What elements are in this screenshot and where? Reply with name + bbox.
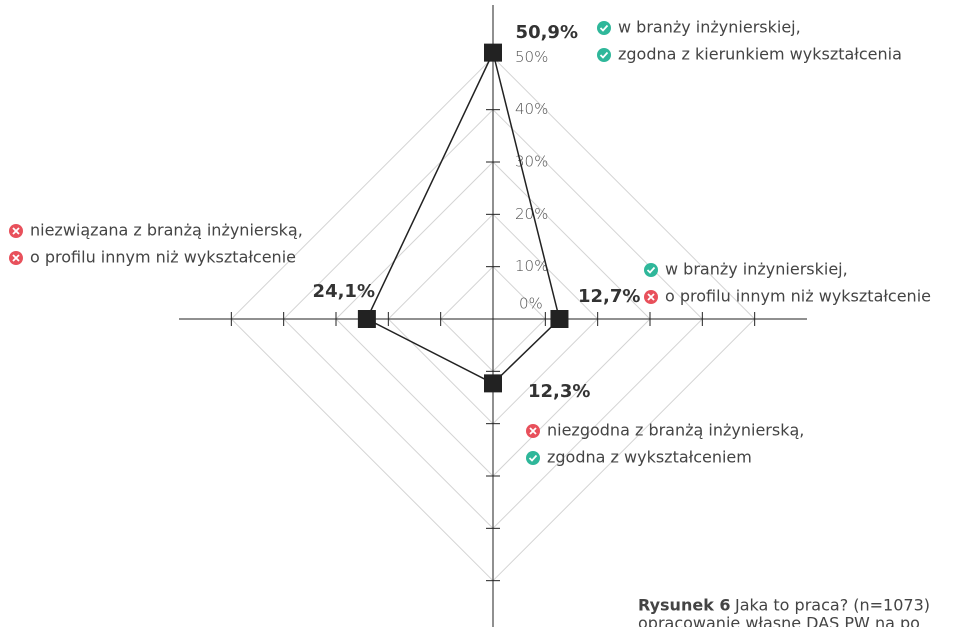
- caption-text: Jaka to praca? (n=1073): [734, 596, 930, 615]
- check-icon: [597, 21, 611, 35]
- check-glyph: [528, 454, 538, 462]
- cross-glyph: [529, 427, 537, 435]
- check-icon: [644, 263, 658, 277]
- annotation: niezgodna z branżą inżynierską,: [547, 421, 804, 440]
- check-glyph: [646, 266, 656, 274]
- caption-source: opracowanie własne DAS PW na po: [638, 614, 920, 627]
- check-icon: [597, 48, 611, 62]
- annotation: w branży inżynierskiej,: [665, 260, 848, 279]
- y-tick-label: 30%: [515, 153, 548, 171]
- value-label: 50,9%: [516, 22, 578, 43]
- annotation: w branży inżynierskiej,: [618, 18, 801, 37]
- y-tick-label: 50%: [515, 48, 548, 66]
- y-tick-label: 10%: [515, 257, 548, 275]
- marker: [357, 310, 376, 328]
- value-label: 24,1%: [313, 281, 375, 302]
- marker: [484, 374, 502, 393]
- cross-glyph: [12, 227, 20, 235]
- cross-glyph: [647, 293, 655, 301]
- cross-glyph: [12, 254, 20, 262]
- annotation: o profilu innym niż wykształcenie: [665, 287, 931, 306]
- value-label: 12,7%: [578, 286, 640, 307]
- caption-label: Rysunek 6: [638, 596, 731, 615]
- check-glyph: [599, 24, 609, 32]
- value-label: 12,3%: [528, 381, 590, 402]
- y-tick-label: 0%: [519, 295, 543, 313]
- annotation: zgodna z kierunkiem wykształcenia: [618, 45, 902, 64]
- marker: [550, 310, 569, 328]
- annotation: niezwiązana z branżą inżynierską,: [30, 221, 303, 240]
- check-glyph: [599, 51, 609, 59]
- plot: 0% 10% 20% 30% 40% 50% 50,9% w branży inżyniers…: [9, 5, 931, 627]
- y-tick-label: 20%: [515, 205, 548, 223]
- y-tick-label: 40%: [515, 100, 548, 118]
- annotation: o profilu innym niż wykształcenie: [30, 248, 296, 267]
- annotation: zgodna z wykształceniem: [547, 448, 752, 467]
- marker: [484, 43, 502, 62]
- check-icon: [526, 451, 540, 465]
